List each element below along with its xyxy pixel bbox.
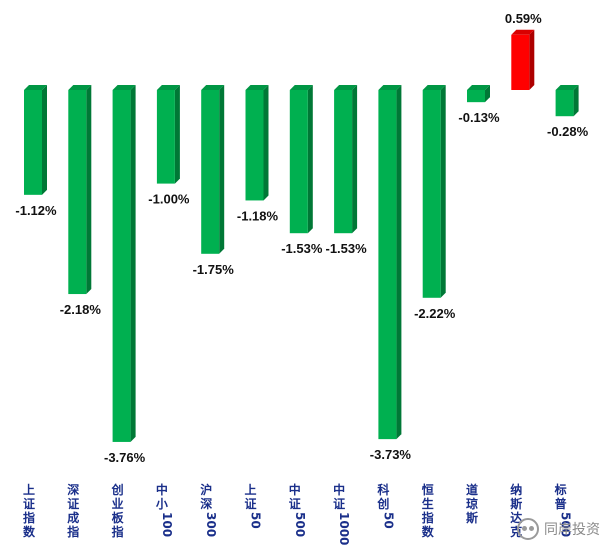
category-label: 中小: [156, 482, 168, 511]
bar-8: [334, 85, 358, 234]
category-label: 深证成指: [67, 482, 79, 539]
bar-top-face: [378, 85, 402, 90]
category-label-digits: 50: [249, 512, 263, 529]
bar-top-face: [289, 85, 313, 90]
bar-front-face: [378, 90, 397, 440]
category-label-digits: 500: [559, 512, 573, 537]
bar-top-face: [422, 85, 446, 90]
bar-side-face: [86, 85, 92, 295]
watermark-text: 同岸投资: [544, 522, 600, 538]
category-label: 标普: [554, 482, 567, 511]
category-label: 道琼斯: [466, 482, 478, 525]
bar-front-face: [334, 90, 353, 234]
category-label-digits: 50: [381, 512, 395, 529]
bar-top-face: [68, 85, 92, 90]
category-label: 中证: [333, 482, 345, 511]
bar-top-face: [245, 85, 269, 90]
bar-front-face: [511, 34, 530, 90]
bar-top-face: [112, 85, 136, 90]
wechat-icon: [517, 518, 539, 540]
bar-side-face: [529, 29, 535, 90]
bar-3: [112, 85, 136, 442]
bar-front-face: [289, 90, 308, 234]
bar-5: [201, 85, 225, 254]
bar-side-face: [440, 85, 446, 298]
bar-top-face: [334, 85, 358, 90]
category-label: 中证: [289, 482, 301, 511]
category-label: 创业板指: [111, 482, 125, 539]
category-label: 恒生指数: [422, 482, 435, 539]
value-label: -1.18%: [237, 208, 279, 223]
bar-side-face: [130, 85, 136, 442]
bar-10: [422, 85, 446, 298]
category-label: 上证指数: [23, 482, 36, 539]
bar-1: [24, 85, 47, 195]
bar-top-face: [511, 29, 535, 35]
bar-13: [555, 85, 579, 117]
bar-side-face: [174, 85, 180, 184]
bar-6: [245, 85, 269, 201]
bar-top-face: [555, 85, 579, 90]
value-label: -2.18%: [60, 302, 102, 317]
category-label-digits: 500: [293, 512, 307, 537]
bar-4: [156, 85, 180, 184]
category-label: 上证: [245, 482, 257, 511]
value-label: -1.53%: [325, 241, 367, 256]
value-label: -0.28%: [547, 124, 589, 139]
value-label: -2.22%: [414, 306, 456, 321]
bar-side-face: [352, 85, 358, 234]
bar-12: [511, 29, 535, 90]
bar-11: [467, 85, 490, 103]
bar-front-face: [112, 90, 131, 442]
value-label: -1.53%: [281, 241, 323, 256]
bar-top-face: [24, 85, 47, 90]
category-label-digits: 300: [204, 512, 218, 537]
value-label: -1.00%: [148, 192, 190, 207]
category-label-digits: 100: [160, 512, 174, 537]
bar-top-face: [156, 85, 180, 90]
bar-front-face: [422, 90, 441, 298]
bar-top-face: [467, 85, 490, 90]
bar-front-face: [555, 90, 574, 117]
bar-side-face: [396, 85, 402, 440]
bar-side-face: [263, 85, 269, 201]
bar-side-face: [573, 85, 579, 117]
category-label-digits: 1000: [337, 512, 351, 545]
value-label: -3.73%: [370, 447, 412, 462]
bar-front-face: [467, 90, 485, 103]
bar-7: [289, 85, 313, 234]
bar-side-face: [219, 85, 225, 254]
watermark: 同岸投资: [517, 518, 600, 540]
bar-side-face: [42, 85, 47, 195]
bar-front-face: [24, 90, 42, 195]
bar-top-face: [201, 85, 225, 90]
bar-front-face: [68, 90, 87, 295]
value-label: -1.75%: [193, 262, 235, 277]
bar-side-face: [485, 85, 490, 103]
value-label: -1.12%: [15, 203, 57, 218]
bar-front-face: [245, 90, 264, 201]
bar-front-face: [156, 90, 175, 184]
category-label: 沪深: [200, 482, 212, 511]
bar-front-face: [201, 90, 220, 254]
category-label: 科创: [376, 482, 389, 511]
bar-2: [68, 85, 92, 295]
value-label: -0.13%: [458, 110, 500, 125]
value-label: 0.59%: [505, 11, 542, 26]
bar-9: [378, 85, 402, 440]
value-label: -3.76%: [104, 450, 146, 465]
bar-side-face: [307, 85, 313, 234]
